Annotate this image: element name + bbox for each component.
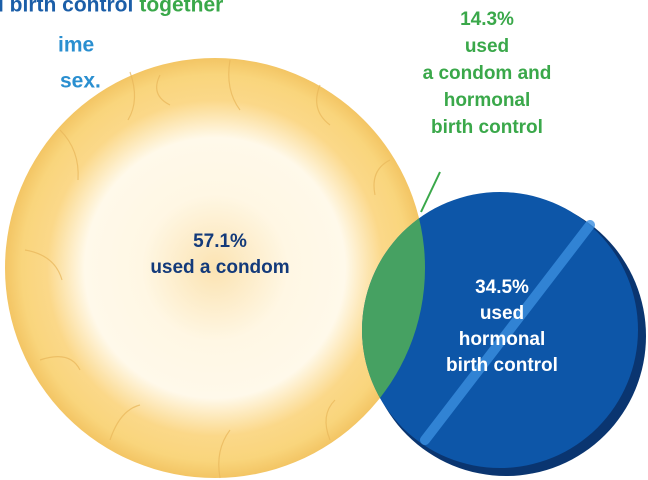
header-line: l birth control bbox=[0, 0, 133, 17]
header-line: ime bbox=[58, 34, 94, 57]
overlap-label: birth control bbox=[431, 117, 543, 138]
hormonal-label: used bbox=[480, 303, 524, 324]
condom-percent: 57.1% bbox=[193, 231, 247, 252]
header-highlight: together bbox=[139, 0, 223, 17]
hormonal-label: birth control bbox=[446, 355, 558, 376]
hormonal-label: hormonal bbox=[459, 329, 546, 350]
hormonal-percent: 34.5% bbox=[475, 277, 529, 298]
page: {"header": {"line1": "l birth control", … bbox=[0, 0, 648, 480]
overlap-percent: 14.3% bbox=[460, 9, 514, 30]
pointer-line bbox=[421, 172, 440, 212]
overlap-label: hormonal bbox=[444, 90, 531, 111]
venn-infographic: l birth control together ime sex. 57.1% … bbox=[0, 0, 648, 480]
header-line: sex. bbox=[60, 70, 101, 93]
condom-label: used a condom bbox=[150, 257, 289, 278]
overlap-label: used bbox=[465, 36, 509, 57]
overlap-label: a condom and bbox=[423, 63, 552, 84]
